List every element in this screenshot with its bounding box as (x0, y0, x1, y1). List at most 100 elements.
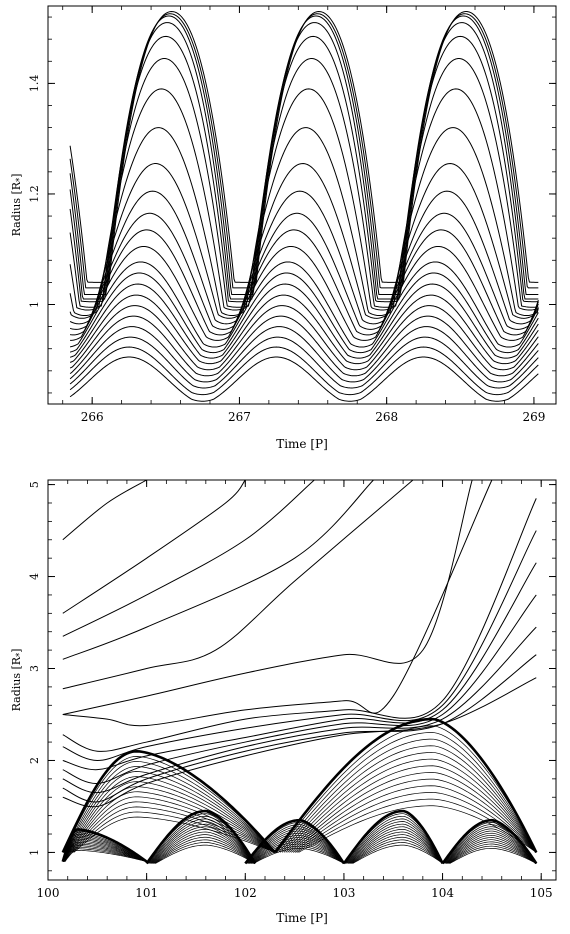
bottom-panel-layer-line (154, 842, 256, 864)
bottom-panel-layer-line (68, 786, 276, 853)
top-panel-y-tick-label: 1.2 (28, 185, 41, 203)
bottom-panel-layer-line (253, 847, 345, 864)
bottom-panel-series (61, 479, 538, 865)
bottom-panel-layer-line (64, 848, 147, 862)
top-panel-series-line (69, 346, 539, 396)
bottom-panel-shock-front (441, 818, 538, 865)
bottom-panel-layer-line (348, 829, 443, 864)
bottom-panel-layer-line (70, 796, 276, 853)
bottom-panel-layer-line (69, 791, 276, 853)
top-panel-series-line (69, 272, 539, 354)
top-panel-series-line (69, 315, 539, 377)
top-panel-y-label-subscript: * (15, 178, 24, 182)
bottom-panel-layer-line (149, 823, 256, 864)
bottom-panel-layer-line (291, 778, 537, 853)
bottom-panel-layer-line (71, 806, 276, 853)
bottom-panel-layer-line (153, 836, 256, 864)
top-panel-ticks: 266 267 268 269 1 1.2 1.4 (28, 6, 556, 424)
bottom-panel-layer-line (248, 830, 345, 864)
bottom-panel-x-tick-label: 102 (234, 886, 257, 900)
bottom-panel-outer-line (62, 498, 537, 752)
bottom-panel-layer-line (350, 836, 443, 864)
bottom-panel-layer-line (446, 837, 537, 864)
bottom-panel-outer-line (62, 562, 537, 771)
top-panel-y-axis-label: Radius [R*] (10, 174, 24, 237)
bottom-panel-layer-line (252, 845, 345, 864)
top-panel-series-line (69, 283, 539, 359)
bottom-panel-y-label-close: ] (10, 649, 23, 653)
bottom-panel-layer-line (347, 826, 443, 864)
bottom-panel-ticks: 100 101 102 103 104 105 1 2 3 4 5 (28, 480, 556, 900)
bottom-panel-shock-front (273, 717, 538, 854)
top-panel-series-line (69, 88, 539, 311)
bottom-panel-layer-line (64, 845, 147, 862)
bottom-panel-layer-line (445, 832, 537, 864)
bottom-panel-shock-front (145, 809, 257, 865)
bottom-panel-outer-line (62, 479, 246, 614)
bottom-panel-x-tick-label: 101 (135, 886, 158, 900)
top-panel-y-label-close: ] (10, 174, 23, 178)
bottom-panel-layer-line (443, 824, 537, 864)
bottom-panel-y-tick-label: 5 (28, 481, 41, 488)
bottom-panel-layer-line (448, 843, 537, 864)
bottom-panel-layer-line (251, 843, 345, 864)
bottom-panel-layer-line (251, 841, 345, 864)
bottom-panel-layer-line (349, 831, 443, 864)
top-panel-series-line (69, 58, 539, 308)
bottom-panel-layer-line (281, 745, 537, 853)
bottom-panel-layer-line (65, 766, 276, 853)
bottom-panel-layer-line (63, 837, 147, 862)
bottom-panel-layer-line (247, 828, 345, 864)
bottom-panel-layer-line (151, 829, 256, 864)
bottom-panel-layer-line (448, 841, 537, 864)
bottom-panel-layer-line (351, 842, 443, 864)
bottom-panel-layer-line (449, 845, 537, 864)
bottom-panel-y-label-subscript: * (15, 653, 24, 657)
bottom-panel-layer-line (152, 834, 256, 864)
bottom-panel-layer-line (65, 771, 276, 853)
bottom-panel-layer-line (294, 792, 537, 853)
bottom-panel-layer-line (446, 835, 537, 864)
bottom-panel-y-axis-label: Radius [R*] (10, 649, 24, 712)
bottom-panel-outer-line (62, 479, 473, 715)
top-panel-y-label-main: Radius [R (10, 181, 23, 236)
bottom-panel-layer-line (292, 785, 537, 853)
bottom-panel-layer-line (63, 840, 147, 862)
bottom-panel-layer-line (249, 835, 345, 864)
bottom-panel-y-tick-label: 3 (28, 665, 41, 672)
bottom-panel-layer-line (64, 761, 276, 853)
bottom-panel-layer-line (64, 843, 147, 862)
bottom-panel-layer-line (298, 805, 537, 853)
top-panel-series-line (69, 212, 539, 330)
bottom-panel-outer-line (62, 479, 493, 727)
bottom-panel-x-tick-label: 104 (431, 886, 454, 900)
bottom-panel-layer-line (444, 828, 537, 864)
bottom-panel-x-tick-label: 103 (332, 886, 355, 900)
bottom-panel-frame (47, 479, 557, 881)
bottom-panel-x-axis-label: Time [P] (276, 911, 328, 925)
bottom-panel-layer-line (280, 738, 537, 853)
bottom-panel-shock-front (342, 809, 444, 865)
bottom-panel-layer-line (278, 732, 537, 853)
bottom-panel-layer-line (63, 835, 147, 862)
bottom-panel-layer-line (150, 826, 256, 864)
top-panel-series-line (70, 229, 539, 336)
bottom-panel-layer-line (148, 818, 256, 864)
top-panel-series-line (69, 305, 539, 371)
bottom-panel-shock-front (61, 828, 148, 863)
bottom-panel-y-tick-label: 2 (28, 757, 41, 764)
bottom-panel-layer-line (276, 725, 537, 853)
bottom-panel-outer-line (62, 654, 537, 803)
bottom-panel-layer-line (248, 832, 345, 864)
top-panel-x-tick-label: 266 (81, 410, 104, 424)
top-panel: 266 267 268 269 1 1.2 1.4 Time [P] Radius [R*] (10, 5, 557, 451)
bottom-panel-layer-line (445, 830, 537, 864)
top-panel-y-tick-label: 1 (28, 301, 41, 308)
bottom-panel-outer-line (62, 479, 374, 660)
bottom-panel-outer-line (62, 594, 537, 784)
top-panel-series-line (69, 190, 539, 325)
bottom-panel-layer-line (352, 844, 443, 864)
top-panel-x-tick-label: 269 (522, 410, 545, 424)
bottom-panel-outer-line (62, 530, 537, 761)
